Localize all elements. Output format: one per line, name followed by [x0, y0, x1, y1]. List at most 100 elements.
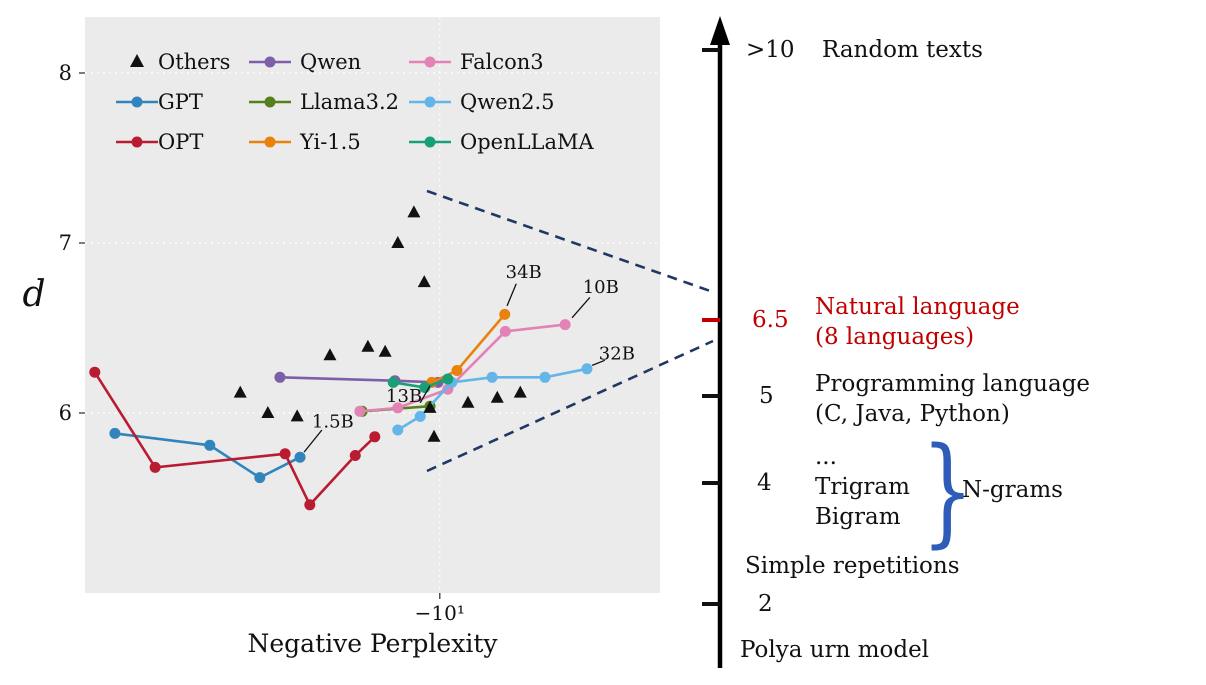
ngrams-brace-icon: }: [921, 421, 974, 559]
legend-label-others: Others: [158, 50, 230, 74]
legend-dot-icon-openllama: [424, 136, 436, 148]
annotation-connector-line: [506, 283, 517, 307]
series-opt-point: [304, 499, 316, 511]
annotation-connector-line: [571, 296, 591, 319]
others-triangle-point: [378, 344, 392, 357]
others-triangle-point: [417, 275, 431, 288]
scale-label-ngram-list: ... Trigram Bigram: [815, 442, 910, 532]
annotation-label: 32B: [599, 344, 635, 365]
series-falcon3-point: [559, 319, 571, 331]
others-triangle-point: [290, 409, 304, 422]
scale-label-line: Bigram: [815, 504, 901, 530]
series-opt-point: [149, 461, 161, 473]
series-gpt-point: [204, 439, 216, 451]
series-opt-point: [279, 448, 291, 460]
y-tick-label: 7: [59, 231, 72, 255]
scale-label-line: Random texts: [822, 37, 983, 63]
legend-label-yi-1-5: Yi-1.5: [299, 130, 361, 154]
others-triangle-point: [461, 395, 475, 408]
annotation-label: 34B: [506, 262, 542, 283]
scale-label-line: Simple repetitions: [745, 553, 960, 579]
scale-label-polya-urn-model: Polya urn model: [740, 635, 929, 665]
series-gpt-point: [294, 451, 306, 463]
legend-label-gpt: GPT: [158, 90, 203, 114]
legend-dot-icon-llama3-2: [264, 96, 276, 108]
annotation-label: 10B: [583, 277, 619, 298]
y-axis-label: d: [22, 274, 45, 315]
series-falcon3-point: [392, 402, 404, 414]
scale-tick-value: 4: [757, 470, 772, 496]
scale-axis-arrow-icon: [710, 16, 730, 45]
series-qwen2-5-point: [581, 363, 593, 375]
others-triangle-point: [261, 406, 275, 418]
legend-triangle-icon: [130, 54, 144, 67]
series-opt-point: [369, 431, 381, 443]
others-triangle-point: [391, 236, 405, 248]
scale-tick-value: >10: [746, 37, 795, 63]
legend-label-falcon3: Falcon3: [460, 50, 544, 74]
others-triangle-point: [407, 205, 421, 218]
series-openllama-point: [442, 373, 454, 385]
series-gpt-line: [114, 432, 301, 480]
scale-label-random-texts: Random texts: [822, 35, 983, 65]
scale-label-natural-language: Natural language (8 languages): [815, 292, 1020, 352]
annotation-connector-line: [591, 359, 606, 367]
legend-dot-icon-yi-1-5: [264, 136, 276, 148]
legend-label-qwen: Qwen: [300, 50, 361, 74]
others-triangle-point: [490, 390, 504, 403]
scale-label-line: Trigram: [815, 474, 910, 500]
scale-label-programming-language: Programming language (C, Java, Python): [815, 369, 1090, 429]
zoom-dashed-line: [426, 339, 714, 473]
scale-label-line: (C, Java, Python): [815, 401, 1010, 427]
scale-label-line: (8 languages): [815, 324, 975, 350]
others-triangle-point: [427, 429, 441, 442]
series-openllama-point: [387, 376, 399, 388]
annotation-label: 1.5B: [312, 412, 354, 433]
scale-label-line: ...: [815, 444, 837, 470]
scale-label-line: Programming language: [815, 371, 1091, 397]
series-gpt-point: [254, 472, 266, 484]
y-tick-label: 6: [59, 401, 72, 425]
legend-dot-icon-qwen: [264, 56, 276, 68]
series-qwen2-5-point: [414, 410, 426, 422]
series-falcon3-point: [354, 405, 366, 417]
legend-dot-icon-falcon3: [424, 56, 436, 68]
scale-label-line: Polya urn model: [740, 637, 930, 663]
scale-tick-value: 6.5: [752, 307, 789, 333]
legend-dot-icon-opt: [131, 136, 143, 148]
scale-label-line: N-grams: [962, 477, 1063, 503]
x-axis-label: Negative Perplexity: [248, 629, 499, 658]
series-yi-1-5-point: [451, 365, 463, 376]
others-triangle-point: [233, 385, 247, 398]
others-triangle-point: [423, 400, 437, 413]
annotation-connector-line: [303, 429, 323, 453]
legend-dot-icon-qwen2-5: [424, 96, 436, 108]
x-tick-label: −10¹: [415, 601, 465, 625]
scale-tick-value: 5: [759, 383, 774, 409]
scale-tick-value: 2: [758, 591, 773, 617]
series-falcon3-point: [499, 325, 511, 337]
y-tick-label: 8: [59, 61, 72, 85]
legend-label-qwen2-5: Qwen2.5: [460, 90, 555, 114]
scale-label-ngrams: N-grams: [962, 475, 1063, 505]
others-triangle-point: [513, 385, 527, 398]
series-qwen-point: [274, 371, 286, 383]
others-triangle-point: [323, 348, 337, 361]
series-gpt-point: [109, 427, 121, 439]
legend-dot-icon-gpt: [131, 96, 143, 108]
legend-label-llama3-2: Llama3.2: [300, 90, 399, 114]
plot-area: [85, 17, 660, 593]
scale-label-simple-repetitions: Simple repetitions: [745, 551, 960, 581]
scale-label-line: Natural language: [815, 294, 1020, 320]
legend-label-opt: OPT: [158, 130, 203, 154]
legend-label-openllama: OpenLLaMA: [460, 130, 595, 154]
series-qwen2-5-point: [539, 371, 551, 383]
others-triangle-point: [361, 339, 375, 352]
series-opt-point: [89, 366, 101, 378]
series-yi-1-5-point: [499, 308, 511, 320]
annotation-label: 13B: [386, 386, 422, 407]
series-qwen2-5-point: [486, 371, 498, 383]
